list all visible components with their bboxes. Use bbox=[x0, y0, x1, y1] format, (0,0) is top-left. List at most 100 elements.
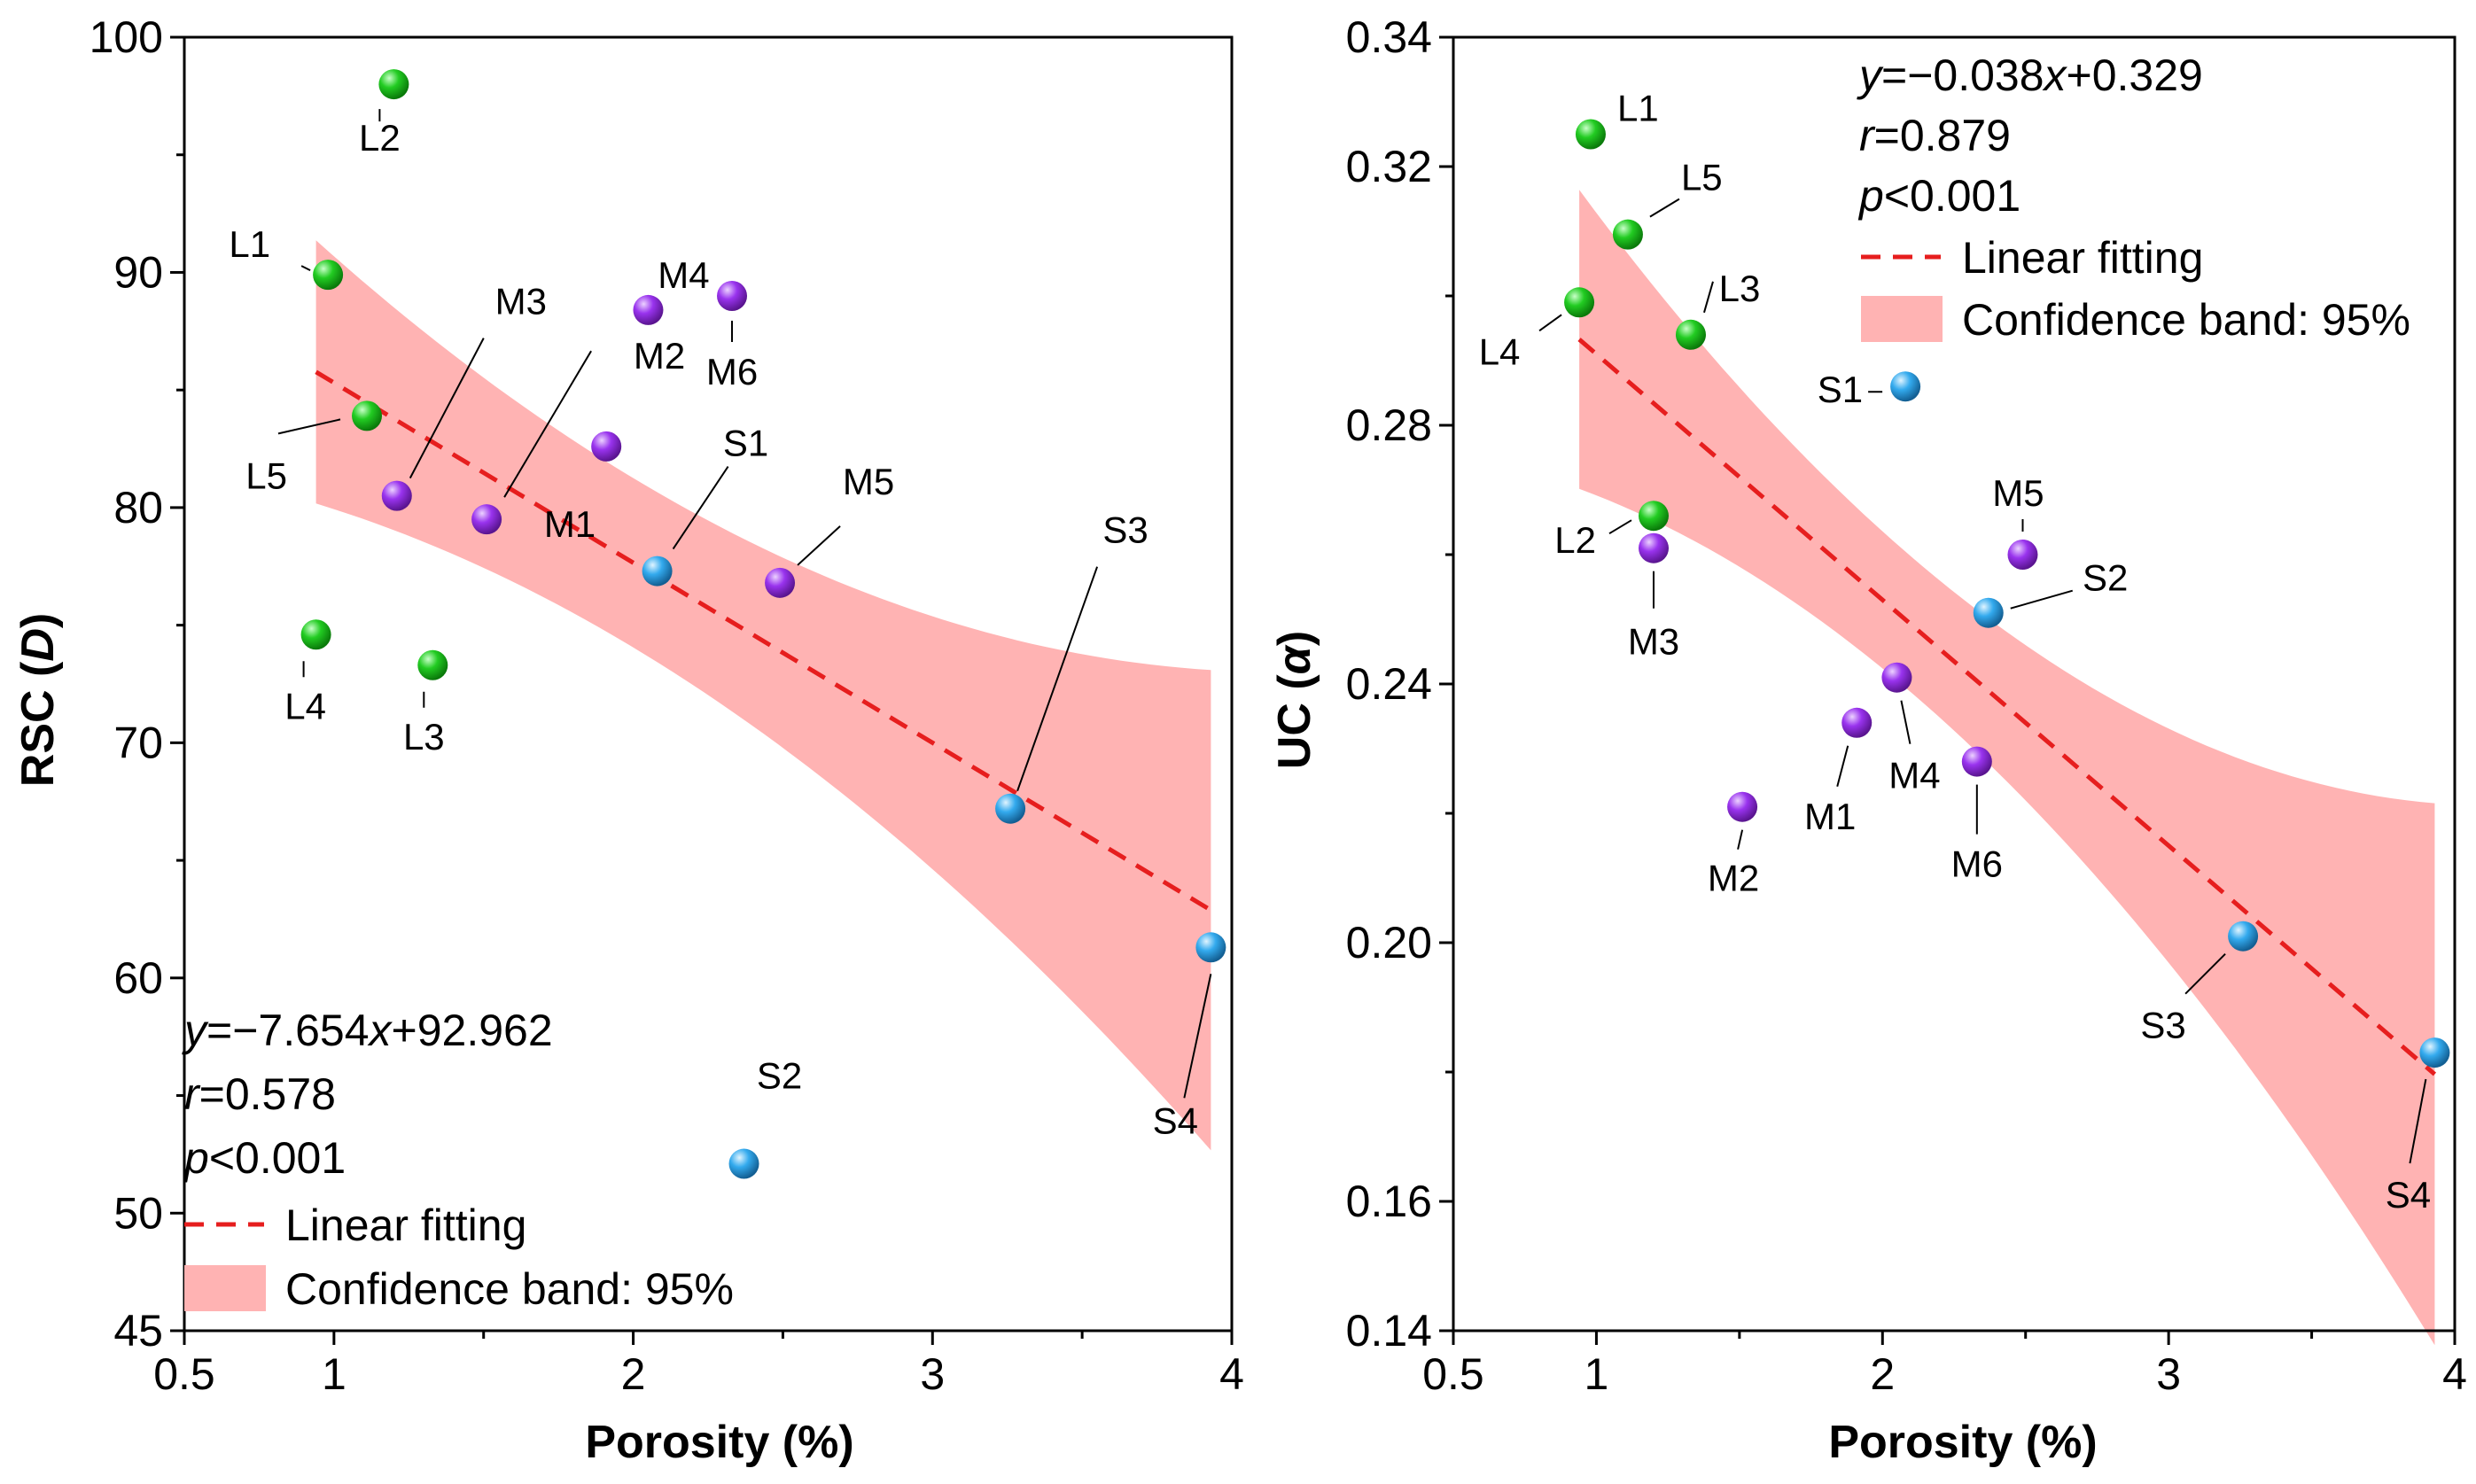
uc-leader-l2 bbox=[1608, 519, 1632, 535]
rsc-point-label-s2: S2 bbox=[757, 1055, 802, 1097]
uc-point-label-s3: S3 bbox=[2140, 1005, 2185, 1046]
uc-leader-l5 bbox=[1649, 198, 1680, 218]
rsc-point-l5 bbox=[352, 400, 383, 431]
rsc-band-area bbox=[315, 240, 1211, 1151]
rsc-leader-l1 bbox=[300, 265, 311, 272]
uc-point-label-m1: M1 bbox=[1804, 796, 1856, 837]
rsc-point-label-s3: S3 bbox=[1102, 509, 1148, 551]
uc-point-label-m2: M2 bbox=[1708, 858, 1759, 899]
uc-point-l3 bbox=[1675, 319, 1706, 350]
uc-point-l2 bbox=[1639, 501, 1669, 532]
rsc-point-s1 bbox=[642, 556, 673, 587]
rsc-point-m6 bbox=[717, 281, 748, 311]
rsc-point-label-m1: M1 bbox=[544, 503, 596, 545]
rsc-x-tick-label: 0.5 bbox=[153, 1349, 215, 1399]
rsc-y-tick-label: 45 bbox=[113, 1306, 163, 1356]
rsc-point-label-l4: L4 bbox=[284, 685, 326, 726]
rsc-x-tick-label: 3 bbox=[920, 1349, 945, 1399]
uc-y-tick-label: 0.20 bbox=[1346, 918, 1432, 967]
rsc-y-tick-label: 60 bbox=[113, 953, 163, 1003]
uc-equation: y=−0.038x+0.329 bbox=[1857, 51, 2203, 100]
uc-legend-band-swatch bbox=[1861, 296, 1943, 342]
rsc-x-tick-label: 1 bbox=[322, 1349, 346, 1399]
rsc-point-m1 bbox=[591, 431, 622, 462]
rsc-point-m4 bbox=[633, 294, 664, 325]
uc-fit-line bbox=[1577, 338, 2437, 1076]
rsc-plot-frame bbox=[183, 35, 1234, 1332]
uc-point-m4 bbox=[1881, 662, 1912, 693]
rsc-x-tick-label: 2 bbox=[621, 1349, 646, 1399]
rsc-p-value: p<0.001 bbox=[183, 1133, 346, 1183]
rsc-y-tick-label: 80 bbox=[113, 483, 163, 532]
rsc-x-tick-label: 4 bbox=[1219, 1349, 1244, 1399]
rsc-leader-l5 bbox=[277, 418, 341, 435]
rsc-point-label-m4: M4 bbox=[658, 254, 709, 296]
uc-leader-m4 bbox=[1900, 700, 1912, 744]
rsc-points: L2 L1 L5 L4 L3 M4 M6 M1 M3 M2 M5 S1 S3 S4 S2 bbox=[229, 69, 1226, 1179]
uc-fit-line-group bbox=[1577, 338, 2437, 1076]
uc-p-value: p<0.001 bbox=[1857, 171, 2021, 221]
rsc-axes: 0.5 1 2 3 4 45 50 60 70 80 90 100 bbox=[90, 12, 1244, 1399]
uc-band-area bbox=[1579, 190, 2435, 1346]
uc-x-tick-label: 2 bbox=[1870, 1349, 1895, 1399]
uc-point-label-m4: M4 bbox=[1888, 755, 1940, 796]
uc-point-label-s1: S1 bbox=[1818, 369, 1863, 410]
rsc-point-s3 bbox=[995, 793, 1026, 824]
rsc-confidence-band bbox=[315, 240, 1211, 1151]
uc-y-tick-label: 0.34 bbox=[1346, 12, 1432, 62]
rsc-y-tick-label: 70 bbox=[113, 718, 163, 767]
rsc-leader-lines bbox=[277, 109, 1212, 1099]
uc-point-s2 bbox=[1973, 597, 2004, 628]
uc-point-l5 bbox=[1612, 219, 1643, 250]
uc-y-tick-label: 0.28 bbox=[1346, 400, 1432, 450]
uc-point-label-s4: S4 bbox=[2386, 1174, 2431, 1216]
uc-points: L1 L5 L4 L3 L2 M3 M5 M4 M1 M6 M2 S1 S2 S3 S4 bbox=[1479, 88, 2450, 1216]
uc-leader-s2 bbox=[2010, 589, 2074, 610]
rsc-legend-band-label: Confidence band: 95% bbox=[285, 1264, 734, 1314]
uc-leader-l4 bbox=[1538, 314, 1562, 332]
rsc-point-label-l1: L1 bbox=[229, 223, 270, 265]
rsc-legend-line-label: Linear fitting bbox=[285, 1200, 526, 1250]
rsc-leader-s3 bbox=[1016, 566, 1099, 792]
uc-point-label-m5: M5 bbox=[1992, 472, 2044, 514]
uc-point-label-l2: L2 bbox=[1554, 519, 1596, 561]
rsc-y-tick-label: 90 bbox=[113, 247, 163, 297]
uc-point-label-l1: L1 bbox=[1617, 88, 1659, 129]
uc-leader-m2 bbox=[1737, 829, 1744, 850]
uc-leader-l3 bbox=[1703, 281, 1714, 314]
rsc-point-m3 bbox=[381, 480, 412, 511]
rsc-leader-s4 bbox=[1183, 974, 1212, 1099]
rsc-point-m5 bbox=[765, 567, 796, 598]
rsc-point-label-m6: M6 bbox=[706, 351, 758, 392]
rsc-leader-s1 bbox=[672, 466, 729, 550]
uc-x-tick-label: 4 bbox=[2442, 1349, 2467, 1399]
uc-point-s3 bbox=[2228, 921, 2259, 952]
rsc-fit-line bbox=[315, 369, 1212, 913]
uc-point-label-l3: L3 bbox=[1719, 268, 1761, 309]
rsc-point-label-s1: S1 bbox=[723, 423, 768, 464]
rsc-point-l4 bbox=[300, 619, 331, 650]
uc-legend-line-label: Linear fitting bbox=[1962, 233, 2203, 283]
uc-point-l1 bbox=[1575, 119, 1606, 150]
rsc-point-label-m3: M3 bbox=[495, 281, 547, 322]
uc-y-tick-label: 0.14 bbox=[1346, 1306, 1432, 1356]
uc-leader-s4 bbox=[2409, 1078, 2427, 1164]
uc-point-s1 bbox=[1890, 371, 1921, 402]
uc-point-l4 bbox=[1564, 287, 1595, 318]
uc-y-tick-label: 0.16 bbox=[1346, 1177, 1432, 1226]
rsc-point-label-m2: M2 bbox=[634, 335, 685, 377]
uc-leader-lines bbox=[1538, 198, 2427, 1164]
uc-point-label-m6: M6 bbox=[1951, 843, 2003, 885]
uc-x-tick-label: 1 bbox=[1584, 1349, 1609, 1399]
rsc-point-l1 bbox=[313, 260, 344, 291]
rsc-point-l2 bbox=[378, 69, 409, 100]
rsc-leader-m2 bbox=[503, 350, 592, 498]
uc-y-tick-label: 0.32 bbox=[1346, 142, 1432, 191]
uc-point-label-s2: S2 bbox=[2083, 557, 2128, 599]
rsc-x-axis-title: Porosity (%) bbox=[585, 1417, 853, 1468]
rsc-point-label-m5: M5 bbox=[843, 461, 894, 502]
uc-r-value: r=0.879 bbox=[1859, 111, 2011, 160]
uc-x-tick-label: 0.5 bbox=[1422, 1349, 1484, 1399]
rsc-fit-line-group bbox=[315, 369, 1212, 913]
